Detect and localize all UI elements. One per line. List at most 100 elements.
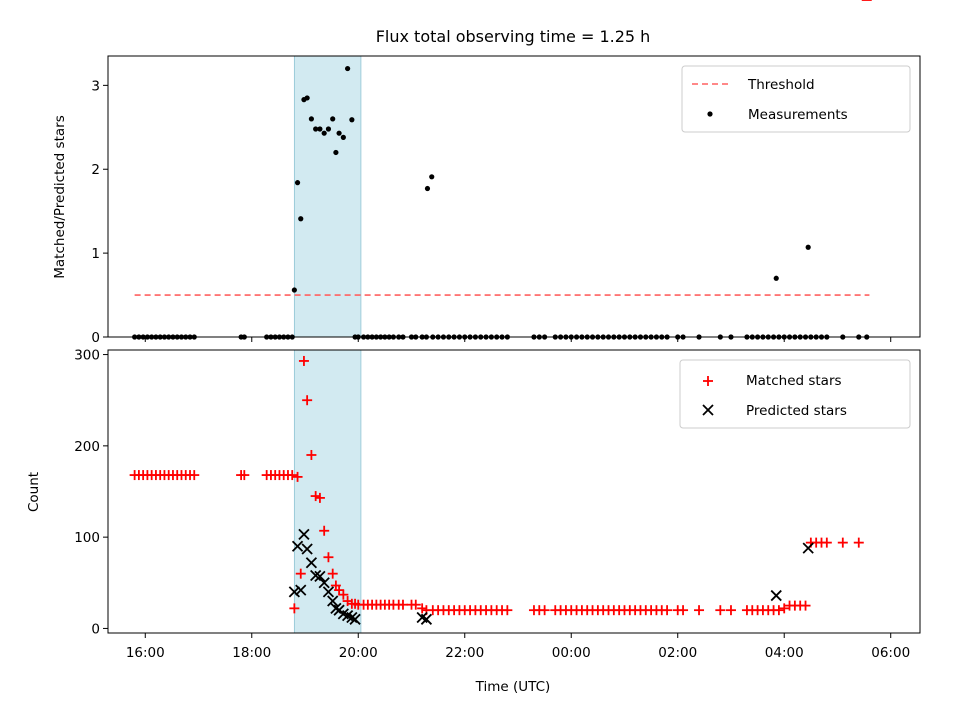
bottom-legend: Matched stars Predicted stars [679,359,911,429]
matched-point [837,537,848,548]
matched-point [397,599,408,610]
legend-matched-label: Matched stars [746,373,842,389]
predicted-point [314,570,326,583]
measurement-point [805,244,811,250]
predicted-point [802,542,814,554]
x-tick-label: 06:00 [871,645,910,661]
measurements-series [132,65,870,340]
legend-predicted-label: Predicted stars [746,403,847,419]
matched-point [539,605,550,616]
matched-point [821,537,832,548]
matched-point [327,568,338,579]
measurement-point [321,130,327,136]
matched-point [189,470,200,481]
predicted-point [420,613,433,625]
measurement-point [429,174,435,180]
matched-point [678,605,689,616]
x-tick-label: 20:00 [339,645,378,661]
measurement-point [330,116,336,122]
predicted-point [288,586,300,598]
top-y-tick-label: 0 [91,330,100,346]
matched-point [410,599,421,610]
measurement-point [333,149,339,156]
matched-point [292,471,303,482]
bottom-y-tick-label: 300 [74,348,100,364]
top-shaded-span [293,55,362,338]
top-panel: 0 1 2 3 Matched/Predicted stars Threshold M… [52,55,921,346]
top-y-tick-label: 2 [91,162,100,178]
bottom-y-tick-label: 200 [74,439,100,455]
matched-point [715,605,726,616]
predicted-point [322,586,335,598]
predicted-stars-series [288,528,814,625]
matched-point [239,470,250,481]
predicted-point [318,577,330,589]
predicted-point [346,611,358,624]
bottom-y-tick-label: 100 [74,530,100,546]
matched-point [298,355,309,366]
measurement-point [317,126,323,132]
predicted-point [298,528,310,541]
measurement-point [294,180,301,186]
matched-point [417,603,428,614]
predicted-point [301,543,313,555]
matched-point [295,568,306,579]
matched-point [725,605,736,616]
matched-point [323,552,334,563]
x-tick-label: 18:00 [232,645,271,661]
matched-point [310,491,321,502]
top-y-axis-label: Matched/Predicted stars [52,115,68,278]
legend-measurements-swatch [707,111,713,117]
measurement-point [424,185,431,192]
predicted-point [327,595,339,607]
matched-point [306,449,317,460]
legend-threshold-label: Threshold [747,77,815,93]
x-axis-label: Time (UTC) [475,679,551,695]
legend-matched-swatch [703,376,713,386]
matched-point [289,603,300,614]
top-y-ticks: 0 1 2 3 [91,78,108,346]
matched-point [694,605,705,616]
matched-point [302,395,313,406]
measurement-point [325,126,332,132]
predicted-point [349,613,361,625]
matched-point [800,600,811,611]
measurement-point [291,287,297,293]
bottom-y-tick-label: 0 [91,621,100,637]
matched-point [314,492,325,503]
top-y-tick-label: 3 [91,78,100,94]
legend-measurements-label: Measurements [748,107,848,123]
top-legend: Threshold Measurements [681,65,911,133]
matched-point [779,603,790,614]
measurement-point [773,275,779,281]
measurement-point [304,95,310,101]
matched-point [334,585,345,596]
legend-predicted-swatch [702,404,714,416]
matched-point [287,470,298,481]
bottom-y-axis-label: Count [26,472,42,512]
x-tick-label: 04:00 [765,645,804,661]
predicted-point [770,589,782,602]
predicted-point [305,557,318,569]
matched-point [662,605,673,616]
predicted-point [295,584,307,596]
bottom-panel: 0 100 200 300 16:00 18:00 20:00 22:00 00:00 02:0… [26,0,921,695]
bottom-plot-frame [107,349,921,634]
matched-point [853,537,864,548]
matched-point [319,525,330,536]
matched-stars-series [129,0,872,616]
bottom-legend-box [679,359,911,429]
matched-point [338,589,349,600]
bottom-x-ticks: 16:00 18:00 20:00 22:00 00:00 02:00 04:00 06:00 [126,633,910,661]
predicted-point [330,602,342,614]
top-plot-frame [107,55,921,338]
matched-point [502,605,513,616]
measurement-point [349,117,355,123]
measurement-point [345,65,351,72]
matched-point [773,605,784,616]
predicted-point [291,540,304,552]
top-y-tick-label: 1 [91,246,100,262]
measurement-point [336,130,342,136]
measurement-point [298,216,304,222]
